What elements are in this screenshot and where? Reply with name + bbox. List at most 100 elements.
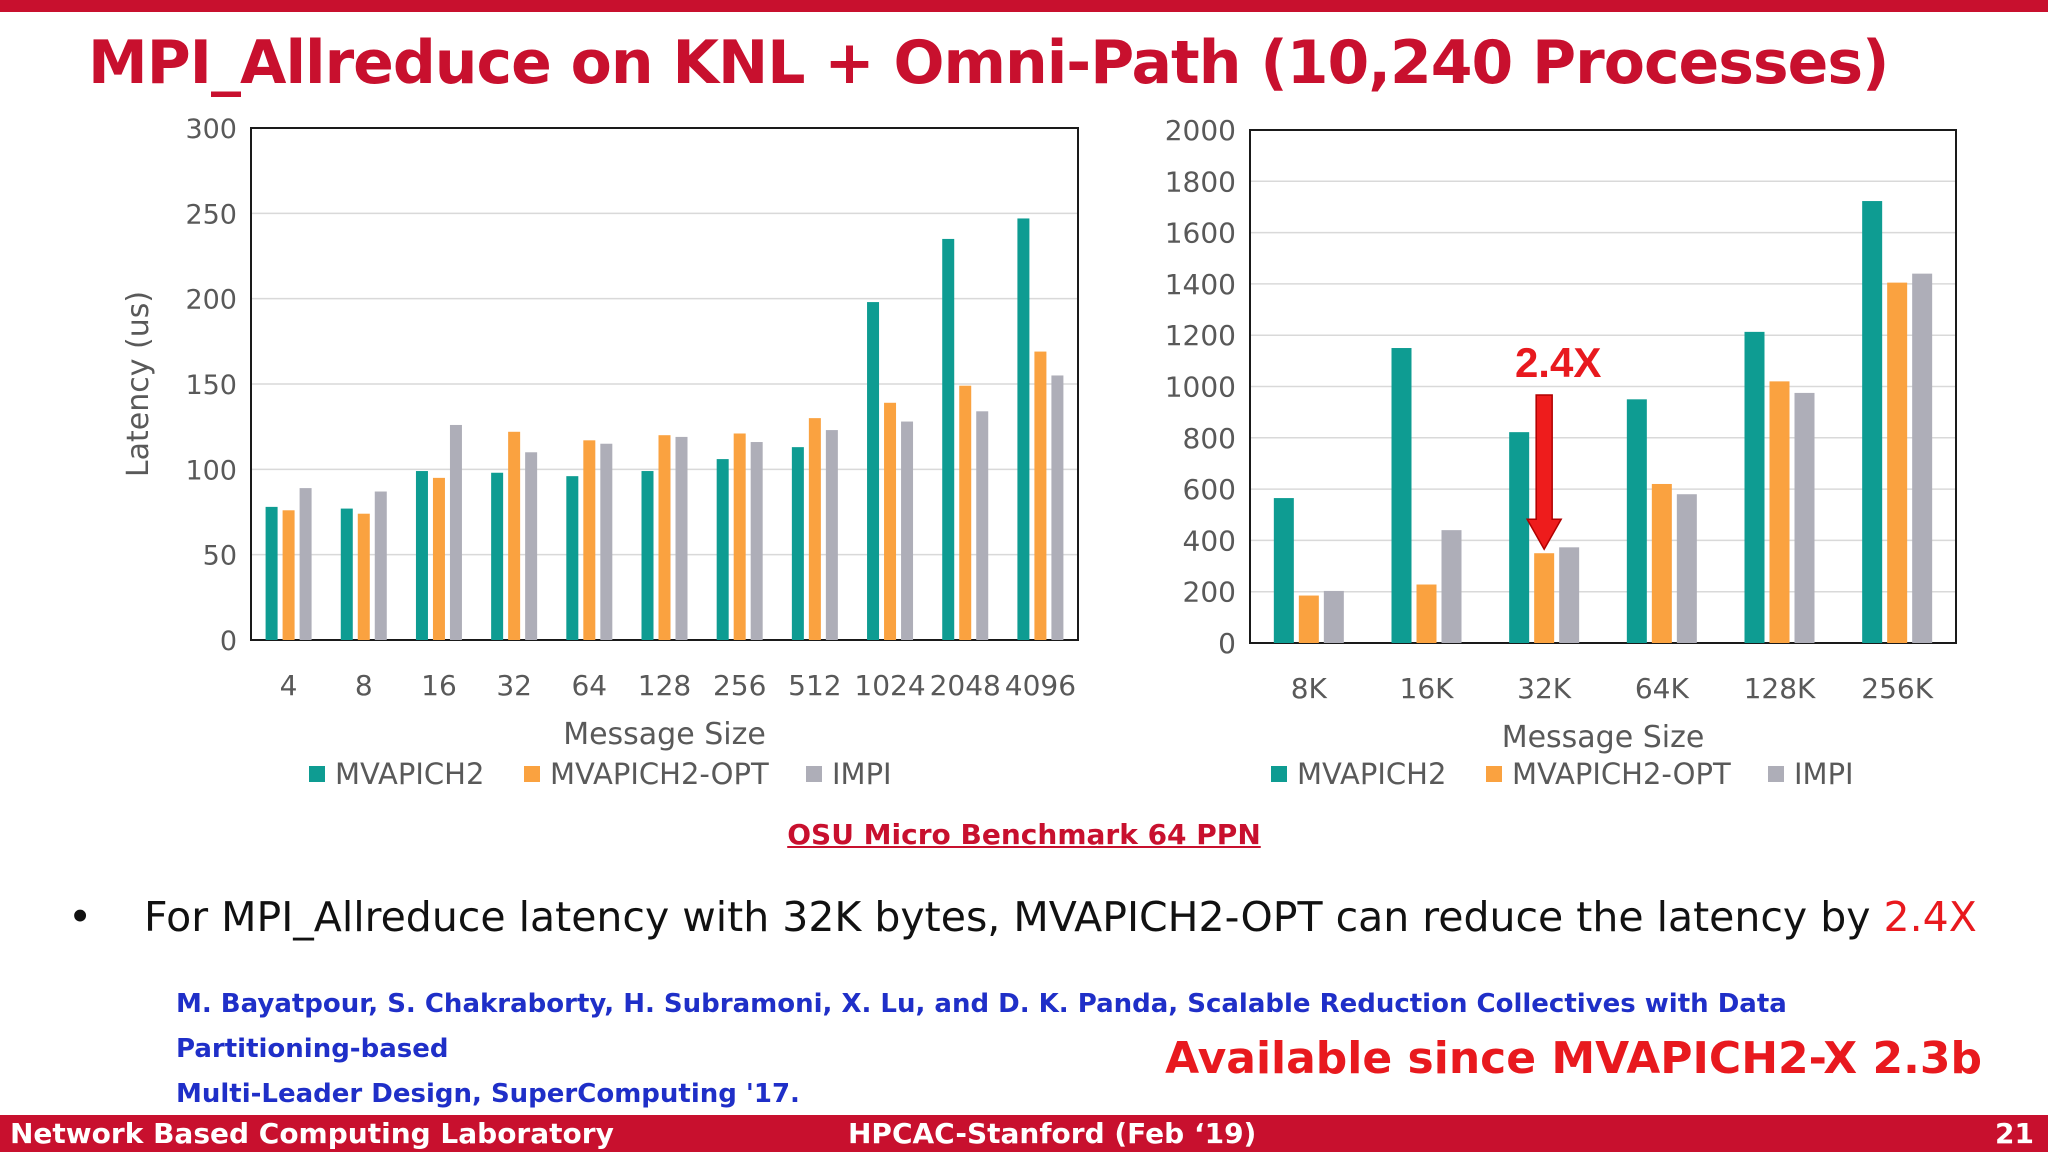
chart2-bar-mvapich2-opt xyxy=(1887,282,1908,643)
chart1-bar-mvapich2 xyxy=(641,471,654,640)
chart2-bar-impi xyxy=(1559,547,1580,643)
chart1-x-axis-label: Message Size xyxy=(563,717,766,752)
chart1-bar-impi xyxy=(976,411,989,640)
speedup-annotation: 2.4X xyxy=(1515,339,1601,386)
benchmark-label: OSU Micro Benchmark 64 PPN xyxy=(787,818,1261,851)
chart1-bar-mvapich2-opt xyxy=(733,433,746,640)
chart1-legend-swatch xyxy=(806,766,822,782)
chart2-y-tick-label: 1400 xyxy=(1165,268,1236,301)
slide-title: MPI_Allreduce on KNL + Omni-Path (10,240… xyxy=(88,28,1889,98)
chart1-bar-mvapich2 xyxy=(716,459,729,640)
chart2-bar-impi xyxy=(1323,590,1344,643)
chart2-legend-label: MVAPICH2 xyxy=(1297,757,1446,791)
chart1-bar-impi xyxy=(825,430,838,640)
chart2-legend-swatch xyxy=(1271,766,1287,782)
chart2-legend-swatch xyxy=(1768,766,1784,782)
chart2-y-tick-label: 600 xyxy=(1183,473,1236,506)
chart2-y-tick-label: 1800 xyxy=(1165,165,1236,198)
bullet-text: For MPI_Allreduce latency with 32K bytes… xyxy=(144,893,1977,941)
chart2-y-tick-label: 1000 xyxy=(1165,371,1236,404)
chart2-bar-mvapich2-opt xyxy=(1769,381,1790,643)
chart2-legend-label: MVAPICH2-OPT xyxy=(1512,757,1731,791)
chart2-bar-mvapich2-opt xyxy=(1416,584,1437,643)
chart2-y-tick-label: 1600 xyxy=(1165,217,1236,250)
chart1-bar-mvapich2 xyxy=(791,447,804,640)
chart1-x-tick-label: 64 xyxy=(571,669,607,702)
chart2-bar-mvapich2 xyxy=(1862,201,1883,643)
chart1-bar-mvapich2-opt xyxy=(357,513,370,640)
chart1-bar-mvapich2-opt xyxy=(808,418,821,640)
chart2-y-tick-label: 200 xyxy=(1183,576,1236,609)
chart1-bar-mvapich2-opt xyxy=(658,435,671,640)
availability-note: Available since MVAPICH2-X 2.3b xyxy=(1165,1033,1982,1084)
chart1-legend-label: MVAPICH2 xyxy=(335,757,484,791)
chart2-bar-impi xyxy=(1441,530,1462,643)
chart2-bar-impi xyxy=(1912,273,1933,643)
chart1-bar-impi xyxy=(600,443,613,640)
chart1-bar-mvapich2 xyxy=(415,471,428,640)
chart1-y-tick-label: 200 xyxy=(185,285,237,316)
chart1-x-tick-label: 32 xyxy=(496,669,532,702)
chart1-legend-label: IMPI xyxy=(832,757,892,791)
chart1-x-tick-label: 1024 xyxy=(854,669,925,702)
top-accent-bar xyxy=(0,0,2048,12)
chart1-bar-impi xyxy=(299,488,312,640)
footer-event: HPCAC-Stanford (Feb ‘19) xyxy=(848,1117,1257,1150)
chart1-bar-mvapich2-opt xyxy=(959,385,972,640)
chart1-bar-mvapich2 xyxy=(566,476,579,640)
chart1-bar-mvapich2 xyxy=(867,302,880,640)
chart1-bar-impi xyxy=(750,442,763,640)
chart2-y-tick-label: 400 xyxy=(1183,524,1236,557)
chart1-bar-mvapich2-opt xyxy=(282,510,295,640)
chart1-x-tick-label: 512 xyxy=(788,669,841,702)
chart1-bar-impi xyxy=(675,436,688,640)
chart2-bar-mvapich2 xyxy=(1273,498,1294,643)
chart2-bar-mvapich2 xyxy=(1626,399,1647,643)
chart1-y-tick-label: 300 xyxy=(185,114,237,145)
chart1-legend-label: MVAPICH2-OPT xyxy=(550,757,769,791)
chart1-x-tick-label: 4096 xyxy=(1005,669,1076,702)
chart2-x-tick-label: 16K xyxy=(1400,672,1455,705)
chart1-bar-impi xyxy=(901,421,914,640)
chart1-bar-impi xyxy=(1051,375,1064,640)
reference-citation: M. Bayatpour, S. Chakraborty, H. Subramo… xyxy=(176,982,1876,1117)
chart2-x-tick-label: 32K xyxy=(1517,672,1572,705)
chart1-bar-impi xyxy=(449,424,462,640)
chart1-y-tick-label: 250 xyxy=(185,199,237,230)
footer-lab-name: Network Based Computing Laboratory xyxy=(10,1117,614,1150)
chart1-bar-mvapich2-opt xyxy=(1034,351,1047,640)
chart2-x-axis-label: Message Size xyxy=(1502,720,1705,755)
chart1-bar-mvapich2 xyxy=(1017,218,1030,640)
chart2-x-tick-label: 64K xyxy=(1635,672,1690,705)
chart1-y-tick-label: 0 xyxy=(220,626,237,657)
chart1-bar-mvapich2 xyxy=(340,508,353,640)
chart1-x-tick-label: 8 xyxy=(355,669,373,702)
chart2-bar-impi xyxy=(1794,392,1815,643)
reference-line-2: Multi-Leader Design, SuperComputing '17. xyxy=(176,1079,800,1109)
chart1-bar-mvapich2 xyxy=(265,506,278,640)
chart2-bar-mvapich2-opt xyxy=(1534,553,1555,643)
chart1-y-tick-label: 100 xyxy=(185,455,237,486)
chart1-y-tick-label: 50 xyxy=(203,541,237,572)
bullet-icon: • xyxy=(68,893,93,941)
chart1-y-tick-label: 150 xyxy=(185,370,237,401)
chart2-bar-impi xyxy=(1676,494,1697,643)
chart1-legend-swatch xyxy=(524,766,540,782)
chart1-bar-impi xyxy=(374,491,387,640)
speedup-arrow-icon xyxy=(1525,394,1563,551)
chart2-legend-label: IMPI xyxy=(1794,757,1854,791)
bullet-highlight: 2.4X xyxy=(1883,893,1977,941)
chart1-bar-mvapich2-opt xyxy=(884,402,897,640)
chart2-bar-mvapich2 xyxy=(1391,348,1412,643)
footer-bar: Network Based Computing Laboratory HPCAC… xyxy=(0,1115,2048,1152)
chart1-bar-mvapich2-opt xyxy=(583,440,596,640)
chart1-x-tick-label: 4 xyxy=(280,669,298,702)
chart1-y-axis-label: Latency (us) xyxy=(121,291,156,477)
chart1-x-tick-label: 16 xyxy=(421,669,457,702)
chart2-y-tick-label: 2000 xyxy=(1165,114,1236,147)
chart1-bar-impi xyxy=(525,452,538,640)
chart2-bar-mvapich2-opt xyxy=(1298,595,1319,643)
chart2-y-tick-label: 800 xyxy=(1183,422,1236,455)
chart1-bar-mvapich2-opt xyxy=(432,477,445,640)
chart2-bar-mvapich2 xyxy=(1509,432,1530,643)
